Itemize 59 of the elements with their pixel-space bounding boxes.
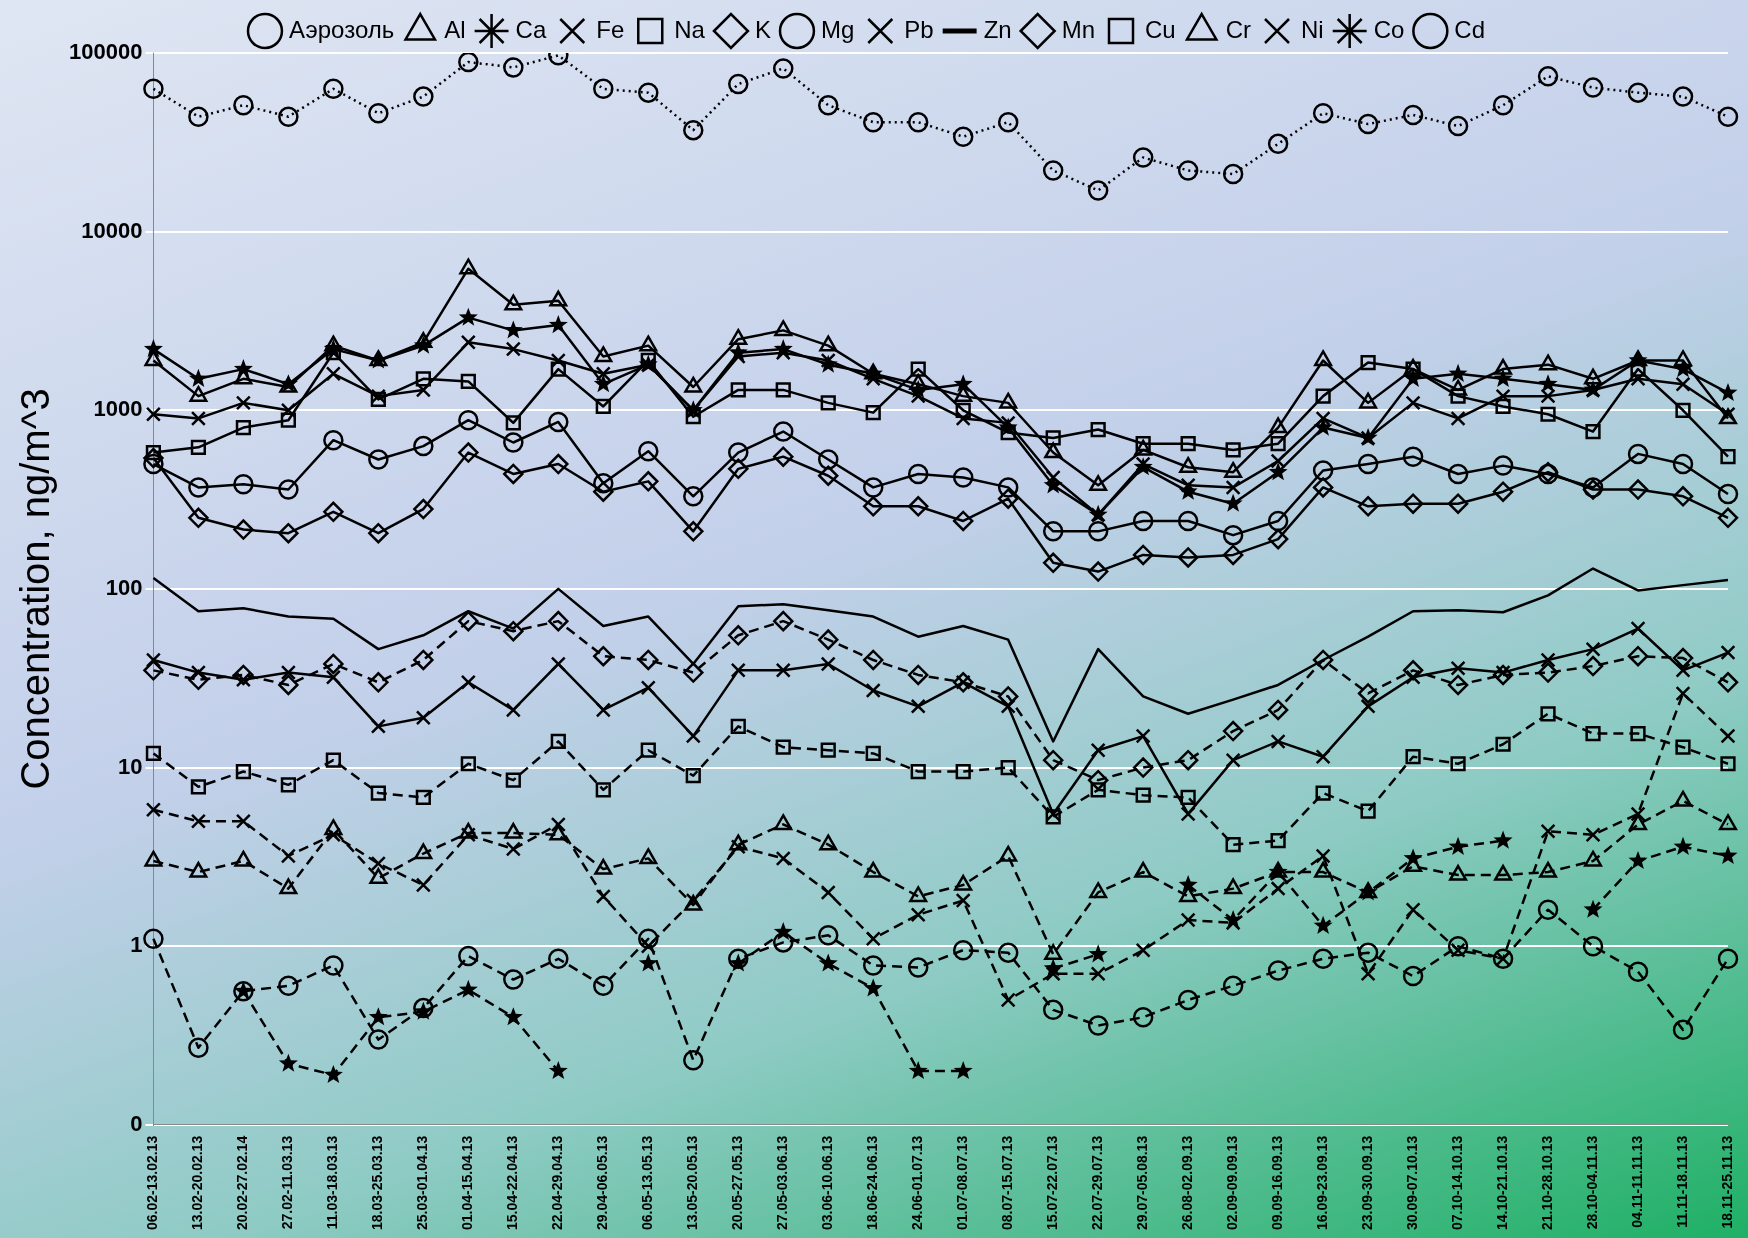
x-tick-label: 03.06-10.06.13 — [819, 1135, 836, 1231]
x-tick-label: 25.03-01.04.13 — [414, 1135, 431, 1231]
legend-label: Na — [674, 15, 706, 43]
x-tick-label: 18.11-25.11.13 — [1718, 1135, 1735, 1229]
x-tick-label: 02.09-09.09.13 — [1223, 1135, 1240, 1231]
legend-label: Al — [444, 15, 466, 43]
x-tick-label: 04.11-11.11.13 — [1628, 1135, 1645, 1228]
x-tick-label: 14.10-21.10.13 — [1493, 1135, 1510, 1231]
legend-label: Аэрозоль — [288, 15, 395, 43]
x-tick-label: 27.02-11.03.13 — [279, 1135, 296, 1230]
x-tick-label: 13.02-20.02.13 — [189, 1135, 206, 1231]
x-tick-label: 20.02-27.02.14 — [234, 1135, 251, 1231]
y-tick-label: 100000 — [68, 39, 143, 65]
legend-label: Cd — [1454, 15, 1486, 43]
y-tick-label: 1 — [130, 932, 143, 958]
x-tick-label: 01.04-15.04.13 — [459, 1135, 476, 1231]
x-tick-label: 13.05-20.05.13 — [684, 1135, 701, 1231]
legend-label: Ca — [515, 15, 547, 43]
x-tick-label: 06.02-13.02.13 — [144, 1135, 161, 1231]
x-tick-label: 22.04-29.04.13 — [549, 1135, 566, 1231]
legend-label: Co — [1373, 15, 1405, 43]
x-tick-label: 30.09-07.10.13 — [1403, 1135, 1420, 1231]
legend-label: Fe — [596, 15, 625, 43]
y-axis-title: Concentration, ng/m^3 — [13, 388, 58, 790]
x-tick-label: 26.08-02.09.13 — [1179, 1135, 1195, 1231]
legend-label: Mn — [1061, 15, 1095, 43]
x-tick-label: 06.05-13.05.13 — [639, 1135, 656, 1231]
legend-label: Zn — [983, 15, 1012, 43]
x-tick-label: 07.10-14.10.13 — [1448, 1135, 1465, 1231]
x-tick-label: 11.03-18.03.13 — [324, 1135, 341, 1230]
x-tick-label: 09.09-16.09.13 — [1268, 1135, 1285, 1231]
legend-label: K — [754, 15, 771, 43]
x-tick-label: 29.07-05.08.13 — [1134, 1135, 1151, 1231]
y-tick-label: 100 — [105, 574, 143, 600]
y-tick-label: 1000 — [93, 396, 143, 422]
y-tick-label: 10000 — [81, 217, 143, 243]
x-tick-label: 01.07-08.07.13 — [954, 1135, 971, 1231]
legend-label: Ni — [1301, 15, 1324, 43]
x-tick-label: 18.03-25.03.13 — [369, 1135, 386, 1231]
x-tick-label: 20.05-27.05.13 — [729, 1135, 746, 1231]
x-tick-label: 29.04-06.05.13 — [594, 1135, 611, 1231]
x-tick-label: 15.07-22.07.13 — [1044, 1135, 1061, 1231]
legend-label: Cr — [1225, 15, 1252, 43]
y-tick-label: 0 — [130, 1110, 143, 1136]
x-tick-label: 15.04-22.04.13 — [504, 1135, 521, 1231]
x-tick-label: 21.10-28.10.13 — [1538, 1135, 1555, 1231]
x-tick-label: 27.05-03.06.13 — [774, 1135, 791, 1231]
x-tick-label: 08.07-15.07.13 — [999, 1135, 1016, 1231]
y-tick-label: 10 — [117, 753, 143, 779]
legend-label: Pb — [904, 15, 934, 43]
x-tick-label: 28.10-04.11.13 — [1583, 1135, 1600, 1230]
x-tick-label: 16.09-23.09.13 — [1313, 1135, 1330, 1231]
x-tick-label: 24.06-01.07.13 — [909, 1135, 926, 1231]
x-tick-label: 18.06-24.06.13 — [864, 1135, 881, 1231]
x-tick-label: 11.11-18.11.13 — [1673, 1135, 1690, 1228]
x-tick-label: 23.09-30.09.13 — [1358, 1135, 1375, 1231]
x-tick-label: 22.07-29.07.13 — [1089, 1135, 1106, 1231]
legend-label: Cu — [1145, 15, 1176, 43]
legend-label: Mg — [820, 15, 855, 43]
